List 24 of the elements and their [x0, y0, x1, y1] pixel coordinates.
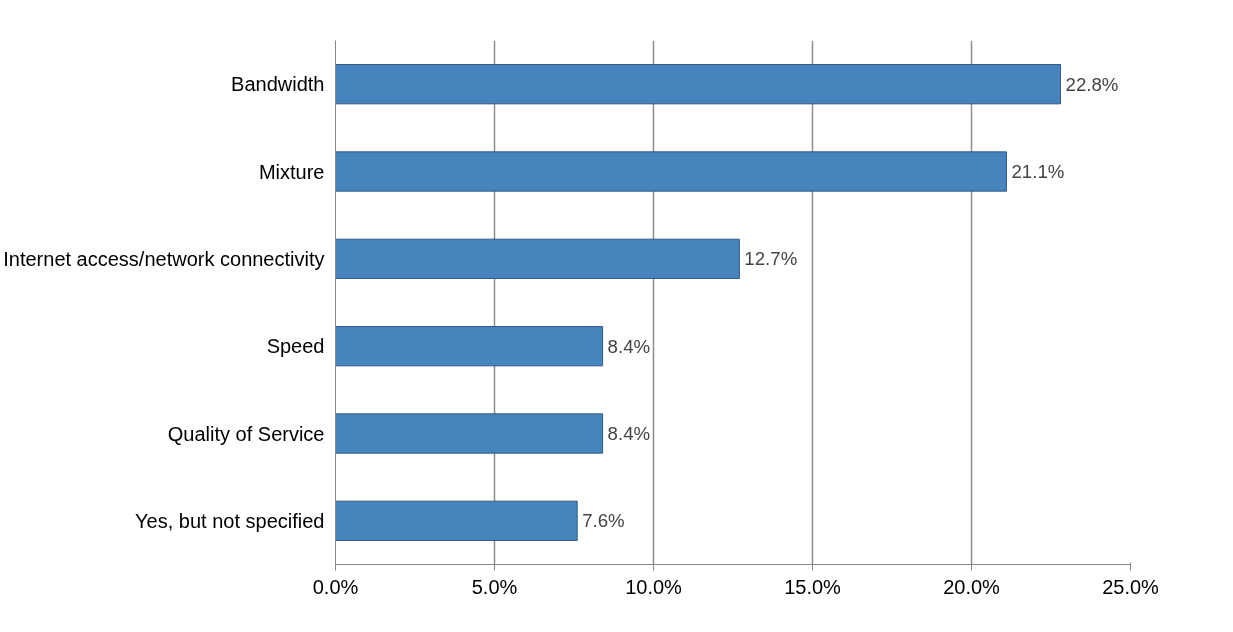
- bar: [335, 413, 604, 454]
- bar: [335, 500, 578, 541]
- y-tick-label: Bandwidth: [231, 73, 325, 96]
- x-tick-label: 10.0%: [625, 575, 683, 598]
- data-label: 8.4%: [607, 423, 651, 444]
- x-tick-label: 20.0%: [943, 575, 1001, 598]
- bar: [335, 326, 604, 367]
- data-label: 12.7%: [744, 248, 798, 270]
- data-label: 7.6%: [582, 510, 625, 532]
- bar: [335, 64, 1062, 105]
- x-tick-label: 15.0%: [784, 575, 842, 598]
- bar: [335, 151, 1007, 192]
- y-tick-label: Speed: [266, 335, 325, 358]
- data-label: 22.8%: [1065, 73, 1119, 95]
- data-label: 8.4%: [607, 335, 651, 357]
- y-tick-label: Yes, but not specified: [135, 509, 325, 532]
- data-label: 21.1%: [1011, 161, 1065, 182]
- x-tick-label: 0.0%: [312, 575, 359, 598]
- x-tick-label: 25.0%: [1102, 575, 1160, 598]
- y-tick-label: Mixture: [258, 160, 325, 183]
- x-tick-label: 5.0%: [471, 575, 518, 598]
- y-tick-label: Quality of Service: [167, 422, 325, 445]
- y-tick-label: Internet access/network connectivity: [3, 247, 325, 270]
- bar: [335, 238, 740, 279]
